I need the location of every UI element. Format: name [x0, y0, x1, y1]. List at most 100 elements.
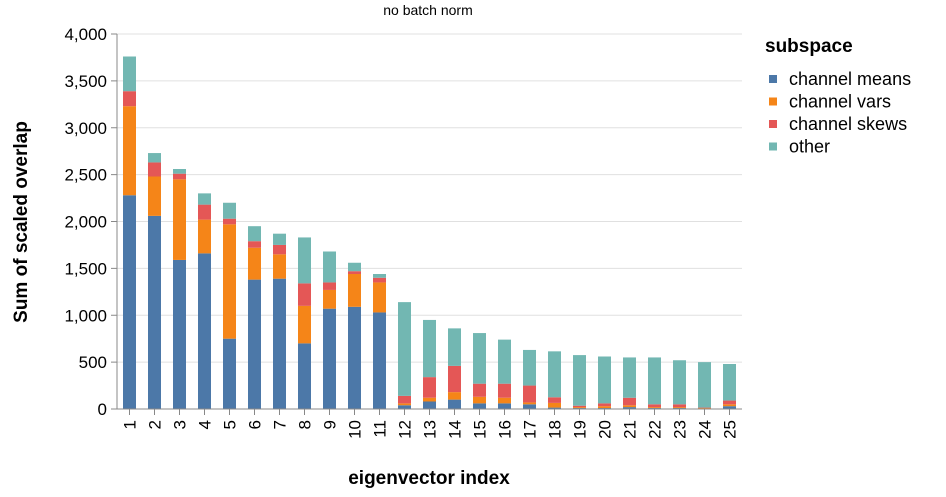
legend-swatch-channel-skews — [769, 120, 777, 128]
bar-channel-skews-22 — [648, 404, 661, 407]
bar-other-12 — [398, 302, 411, 396]
bar-channel-skews-6 — [248, 241, 261, 248]
bar-channel-vars-22 — [648, 407, 661, 408]
x-tick-label: 5 — [221, 420, 240, 429]
x-tick-label: 4 — [196, 420, 215, 429]
bar-channel-means-3 — [173, 260, 186, 409]
x-tick-label: 3 — [171, 420, 190, 429]
legend: subspace channel means channel varschanne… — [765, 36, 911, 157]
y-tick-label: 0 — [98, 400, 107, 419]
bar-channel-vars-18 — [548, 403, 561, 408]
x-tick-label: 1 — [121, 420, 140, 429]
x-tick-label: 11 — [371, 420, 390, 438]
y-tick-label: 1,500 — [64, 259, 107, 278]
bar-channel-skews-2 — [148, 162, 161, 176]
bar-channel-vars-3 — [173, 179, 186, 260]
x-tick-label: 25 — [721, 420, 740, 439]
bar-channel-skews-12 — [398, 396, 411, 404]
legend-label-channel-vars: channel vars — [789, 92, 891, 112]
x-tick-label: 13 — [421, 420, 440, 439]
bar-other-11 — [373, 274, 386, 278]
bar-channel-skews-19 — [573, 406, 586, 407]
legend-title: subspace — [765, 36, 853, 57]
y-tick-label: 3,000 — [64, 119, 107, 138]
bar-channel-means-17 — [523, 404, 536, 409]
bar-channel-means-1 — [123, 195, 136, 409]
bar-channel-means-13 — [423, 402, 436, 410]
bar-channel-skews-25 — [723, 401, 736, 405]
bar-other-2 — [148, 153, 161, 162]
bar-channel-skews-10 — [348, 271, 361, 274]
x-tick-label: 20 — [596, 420, 615, 439]
bar-channel-means-4 — [198, 253, 211, 409]
x-tick-label: 16 — [496, 420, 515, 439]
bar-channel-skews-16 — [498, 384, 511, 398]
bar-other-19 — [573, 355, 586, 406]
bars — [123, 57, 736, 410]
bar-channel-vars-14 — [448, 392, 461, 400]
bar-other-1 — [123, 57, 136, 92]
bar-channel-vars-8 — [298, 306, 311, 344]
bar-channel-vars-19 — [573, 407, 586, 408]
bar-channel-means-12 — [398, 405, 411, 409]
bar-other-3 — [173, 169, 186, 174]
x-tick-label: 21 — [621, 420, 640, 439]
y-tick-label: 4,000 — [64, 25, 107, 44]
bar-channel-means-8 — [298, 343, 311, 409]
y-tick-label: 500 — [79, 353, 107, 372]
bar-channel-vars-11 — [373, 282, 386, 312]
bar-channel-vars-9 — [323, 290, 336, 309]
x-tick-label: 10 — [346, 420, 365, 439]
bar-channel-skews-14 — [448, 366, 461, 392]
legend-label-channel-skews: channel skews — [789, 114, 907, 134]
bar-channel-vars-7 — [273, 254, 286, 278]
bar-channel-vars-21 — [623, 405, 636, 407]
x-tick-label: 8 — [296, 420, 315, 429]
bar-channel-skews-1 — [123, 91, 136, 106]
bar-channel-means-16 — [498, 403, 511, 409]
bar-channel-means-6 — [248, 280, 261, 409]
bar-channel-skews-21 — [623, 398, 636, 406]
bar-channel-skews-13 — [423, 377, 436, 398]
bar-other-21 — [623, 357, 636, 397]
bar-channel-vars-16 — [498, 398, 511, 404]
x-tick-label: 14 — [446, 420, 465, 439]
x-tick-label: 22 — [646, 420, 665, 439]
x-tick-label: 18 — [546, 420, 565, 439]
bar-other-14 — [448, 328, 461, 366]
bar-channel-skews-5 — [223, 219, 236, 225]
bar-channel-means-10 — [348, 307, 361, 409]
bar-channel-skews-20 — [598, 403, 611, 406]
y-tick-label: 3,500 — [64, 72, 107, 91]
bar-channel-skews-7 — [273, 245, 286, 254]
bar-channel-means-2 — [148, 216, 161, 409]
bar-channel-means-9 — [323, 309, 336, 409]
x-tick-label: 2 — [146, 420, 165, 429]
bar-channel-skews-15 — [473, 384, 486, 397]
bar-other-23 — [673, 360, 686, 404]
bar-channel-skews-17 — [523, 386, 536, 403]
bar-channel-skews-18 — [548, 397, 561, 403]
bar-other-18 — [548, 351, 561, 397]
y-tick-label: 2,500 — [64, 166, 107, 185]
bar-channel-vars-6 — [248, 248, 261, 280]
bar-other-16 — [498, 340, 511, 384]
x-tick-label: 12 — [396, 420, 415, 439]
x-tick-label: 23 — [671, 420, 690, 439]
bar-channel-vars-15 — [473, 397, 486, 404]
bar-other-10 — [348, 263, 361, 271]
legend-label-channel-means: channel means — [789, 69, 911, 89]
bar-other-4 — [198, 193, 211, 204]
bar-other-22 — [648, 357, 661, 404]
bar-channel-skews-23 — [673, 404, 686, 407]
bar-channel-skews-11 — [373, 278, 386, 283]
bar-channel-vars-10 — [348, 274, 361, 307]
x-axis-title: eigenvector index — [348, 468, 510, 489]
bar-other-17 — [523, 350, 536, 386]
x-tick-label: 19 — [571, 420, 590, 439]
bar-other-25 — [723, 364, 736, 401]
bar-channel-vars-17 — [523, 402, 536, 404]
bar-other-13 — [423, 320, 436, 377]
bar-channel-means-7 — [273, 279, 286, 409]
